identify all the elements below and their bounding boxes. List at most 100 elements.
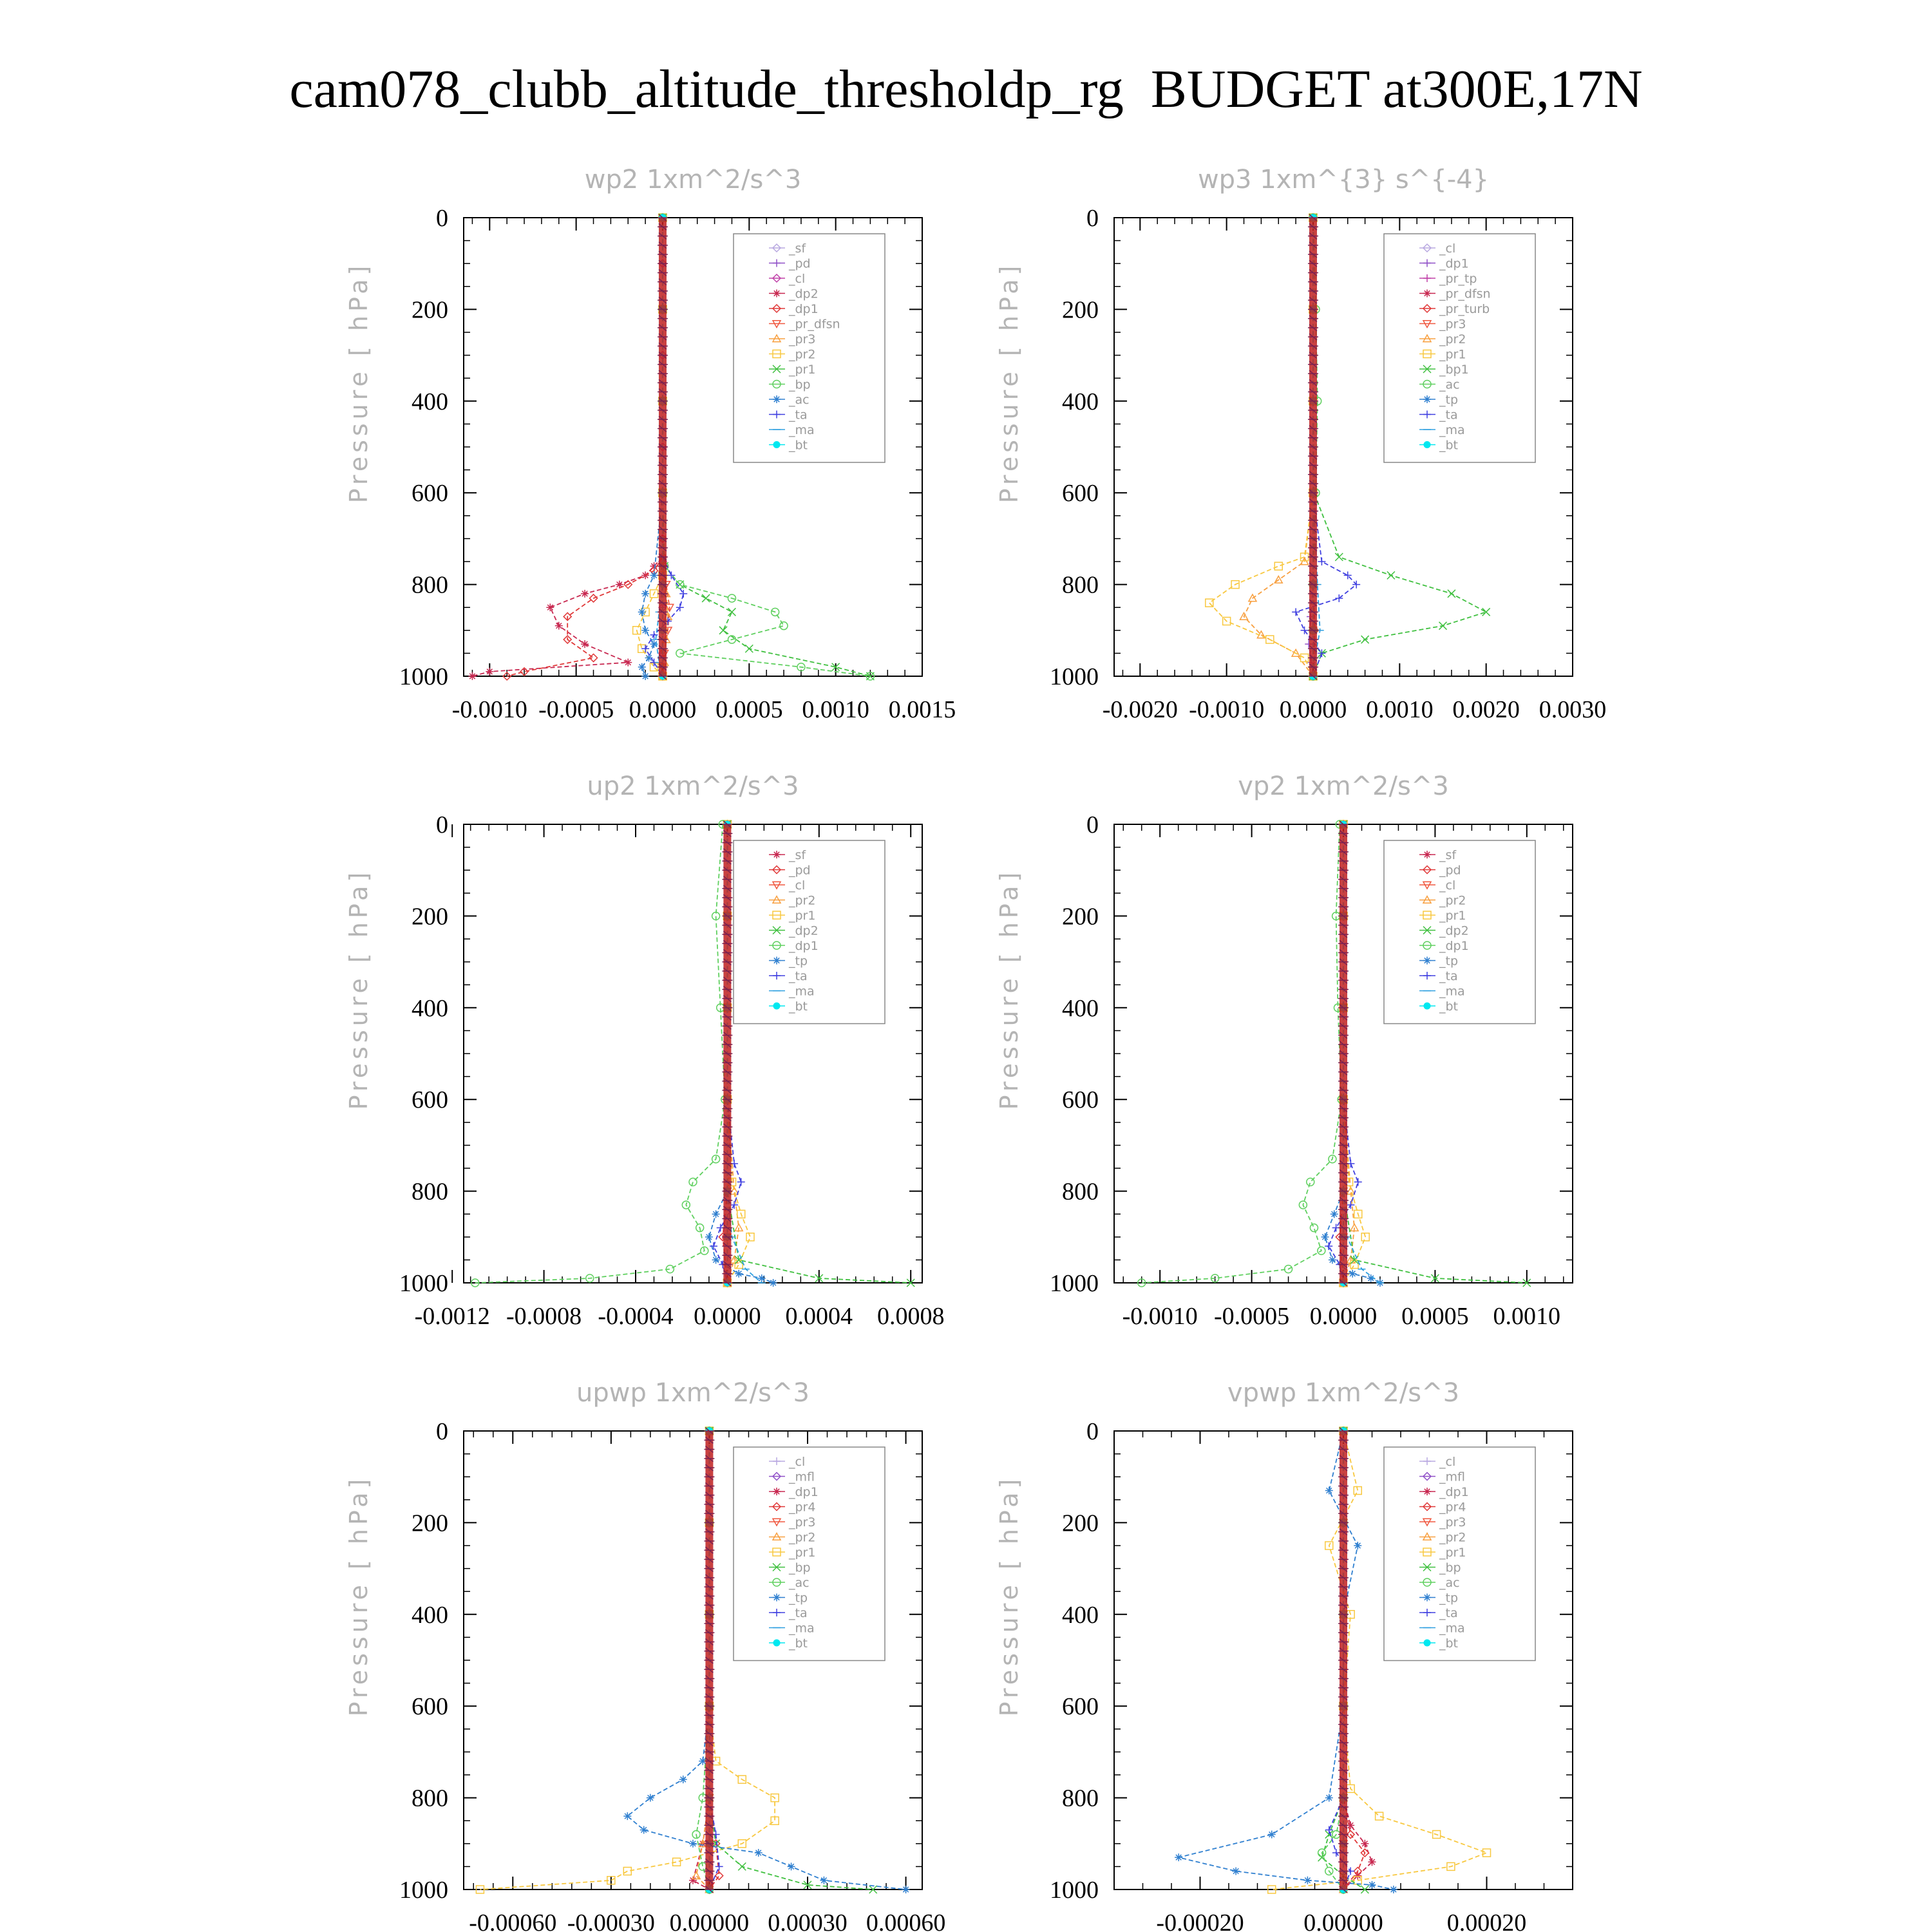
- y-axis-label: Pressure [ hPa]: [995, 262, 1023, 504]
- zero-profile-marker: [1307, 379, 1318, 386]
- data-point: [770, 1816, 779, 1825]
- zero-profile-marker: [722, 1077, 733, 1085]
- zero-profile-marker: [1338, 1068, 1349, 1076]
- legend-item: _pr1: [1419, 909, 1466, 923]
- legend-label: _ta: [788, 1606, 808, 1620]
- zero-profile-marker: [1307, 553, 1318, 561]
- data-point: [1346, 1830, 1356, 1839]
- legend-label: _pr2: [788, 348, 815, 362]
- zero-profile-marker: [1338, 1215, 1349, 1222]
- zero-profile-marker: [657, 544, 668, 552]
- zero-profile-marker: [1307, 654, 1318, 662]
- legend-label: _ma: [1439, 423, 1465, 437]
- data-point: [1210, 1274, 1220, 1283]
- zero-profile-marker: [657, 535, 668, 542]
- legend-marker: [773, 410, 781, 419]
- legend-marker: [1422, 334, 1432, 343]
- legend-item: _ma: [1419, 1622, 1465, 1636]
- data-point: [1343, 571, 1352, 580]
- data-point: [1352, 580, 1361, 589]
- data-point: [672, 1857, 681, 1867]
- zero-profile-marker: [1338, 1546, 1349, 1554]
- zero-profile-marker: [1338, 1574, 1349, 1582]
- data-point: [769, 1279, 777, 1287]
- zero-profile-marker: [1307, 415, 1318, 423]
- legend-label: _pr2: [1439, 894, 1466, 908]
- data-point: [1361, 1233, 1370, 1242]
- legend-marker: [773, 972, 781, 980]
- series-dp2: [468, 214, 667, 680]
- zero-profile-marker: [1338, 912, 1349, 920]
- series-pr2: [1239, 213, 1318, 680]
- legend-label: _bp1: [1439, 363, 1469, 377]
- zero-profile-marker: [1307, 305, 1318, 313]
- y-tick-label: 0: [436, 811, 448, 838]
- data-point: [1367, 1274, 1375, 1282]
- legend-label: _ta: [1439, 969, 1458, 983]
- legend-marker: [1423, 349, 1432, 359]
- zero-profile-marker: [704, 1455, 715, 1463]
- zero-profile-marker: [722, 931, 733, 938]
- data-point: [1368, 1880, 1376, 1889]
- x-tick-label: 0.0000: [1280, 696, 1347, 723]
- data-point: [1330, 1210, 1338, 1218]
- data-point: [1361, 1839, 1369, 1848]
- x-tick-label: 0.0005: [1401, 1303, 1469, 1330]
- data-point: [585, 1274, 594, 1283]
- zero-profile-marker: [1307, 590, 1318, 598]
- series-line: [475, 824, 726, 1283]
- zero-profile-marker: [1307, 251, 1318, 258]
- data-point: [787, 1862, 795, 1871]
- data-point: [563, 634, 573, 645]
- data-point: [1239, 611, 1249, 620]
- legend-item: _tp: [1419, 1591, 1458, 1605]
- data-point: [734, 1255, 743, 1264]
- y-tick-label: 1000: [399, 1270, 448, 1297]
- legend-item: _tp: [769, 954, 808, 969]
- y-tick-label: 0: [1086, 205, 1099, 232]
- zero-profile-marker: [1338, 1077, 1349, 1085]
- legend-label: _ac: [1439, 1576, 1460, 1590]
- zero-profile-marker: [1338, 949, 1349, 956]
- data-point: [734, 1223, 744, 1232]
- legend-label: _pr1: [1439, 1546, 1466, 1560]
- zero-profile-marker: [704, 1583, 715, 1591]
- legend-marker: [772, 1518, 782, 1527]
- zero-profile-marker: [1338, 1830, 1349, 1839]
- panel-title: vpwp 1xm^2/s^3: [1227, 1378, 1459, 1408]
- zero-profile-marker: [1338, 1260, 1349, 1269]
- zero-profile-marker: [657, 645, 668, 652]
- zero-profile-marker: [657, 315, 668, 323]
- x-tick-label: -0.0004: [598, 1303, 673, 1330]
- zero-profile-marker: [1338, 1821, 1349, 1829]
- legend-marker: [1423, 440, 1431, 449]
- zero-profile-marker: [704, 1647, 715, 1655]
- zero-profile-marker: [722, 1178, 733, 1186]
- zero-profile-marker: [1307, 406, 1318, 414]
- data-point: [866, 672, 875, 681]
- legend-label: _pr_tp: [1439, 272, 1477, 286]
- legend-label: _ma: [788, 1622, 815, 1636]
- data-point: [1522, 1278, 1531, 1287]
- legend-label: _dp2: [1439, 924, 1469, 938]
- data-point: [646, 1794, 654, 1802]
- zero-profile-marker: [1338, 1766, 1349, 1774]
- zero-profile-marker: [1338, 1086, 1349, 1094]
- zero-profile-marker: [1307, 397, 1318, 405]
- zero-profile-marker: [1338, 1455, 1349, 1463]
- legend-item: _bt: [769, 999, 808, 1014]
- data-point: [1232, 1867, 1240, 1875]
- legend-item: _dp1: [1419, 1485, 1469, 1499]
- legend-marker: [1422, 881, 1432, 890]
- legend-marker: [772, 1578, 781, 1587]
- zero-profile-marker: [704, 1592, 715, 1600]
- zero-profile-marker: [704, 1721, 715, 1728]
- data-point: [649, 589, 659, 598]
- zero-profile-marker: [1338, 1123, 1349, 1131]
- data-point: [1346, 1186, 1356, 1195]
- data-point: [1328, 1256, 1336, 1264]
- legend: _sf _pd_cl_pr2_pr1_dp2_dp1_tp_ta _ma_bt: [733, 840, 886, 1025]
- zero-profile-marker: [704, 1510, 715, 1517]
- legend-item: _sf: [769, 242, 806, 256]
- zero-profile-marker: [1307, 461, 1318, 469]
